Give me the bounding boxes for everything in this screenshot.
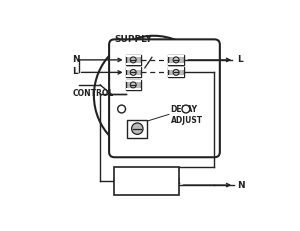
- Text: ADJUST: ADJUST: [171, 116, 203, 125]
- Bar: [169, 56, 184, 58]
- Circle shape: [130, 58, 136, 64]
- Text: CONTROL: CONTROL: [73, 89, 114, 98]
- Text: RELAY COIL: RELAY COIL: [122, 182, 171, 191]
- Text: COMPRESSOR: COMPRESSOR: [117, 171, 176, 180]
- Bar: [126, 88, 141, 90]
- Circle shape: [118, 106, 125, 113]
- Bar: [169, 68, 184, 78]
- Circle shape: [130, 70, 136, 76]
- Bar: [126, 81, 141, 90]
- Bar: [169, 56, 184, 66]
- Bar: [126, 76, 141, 78]
- Text: N: N: [237, 180, 244, 189]
- FancyBboxPatch shape: [109, 40, 220, 158]
- Bar: [169, 68, 184, 70]
- Bar: [126, 56, 141, 66]
- Text: CONTACTOR OR: CONTACTOR OR: [113, 177, 180, 186]
- Circle shape: [173, 70, 179, 76]
- Bar: [127, 120, 148, 138]
- Circle shape: [173, 58, 179, 64]
- Circle shape: [182, 106, 190, 113]
- Bar: [126, 63, 141, 66]
- Text: N: N: [73, 54, 80, 63]
- Bar: [126, 68, 141, 78]
- Bar: [169, 76, 184, 78]
- Text: SUPPLY: SUPPLY: [114, 35, 152, 44]
- Text: L: L: [237, 54, 243, 63]
- Bar: [169, 63, 184, 66]
- Bar: [126, 56, 141, 58]
- Text: DELAY: DELAY: [171, 105, 198, 114]
- Bar: [126, 68, 141, 70]
- Circle shape: [132, 123, 143, 135]
- Circle shape: [130, 83, 136, 88]
- Text: L: L: [73, 67, 78, 76]
- Bar: [126, 81, 141, 83]
- Bar: [114, 167, 179, 195]
